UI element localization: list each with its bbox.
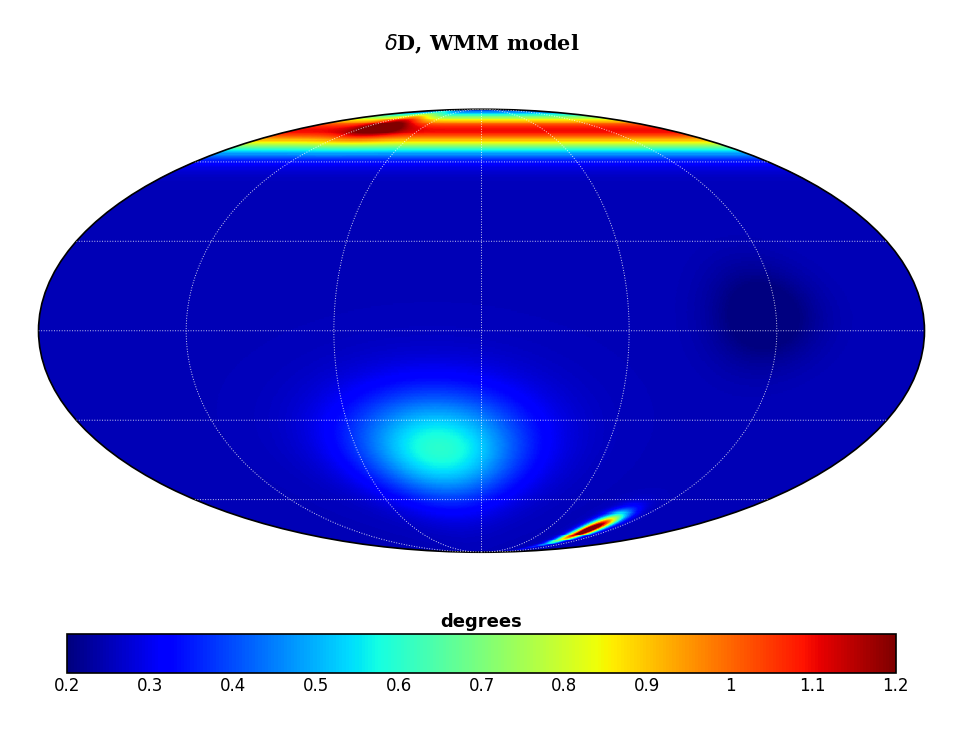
Text: $\delta$D, WMM model: $\delta$D, WMM model: [383, 33, 580, 57]
Title: degrees: degrees: [441, 614, 522, 631]
